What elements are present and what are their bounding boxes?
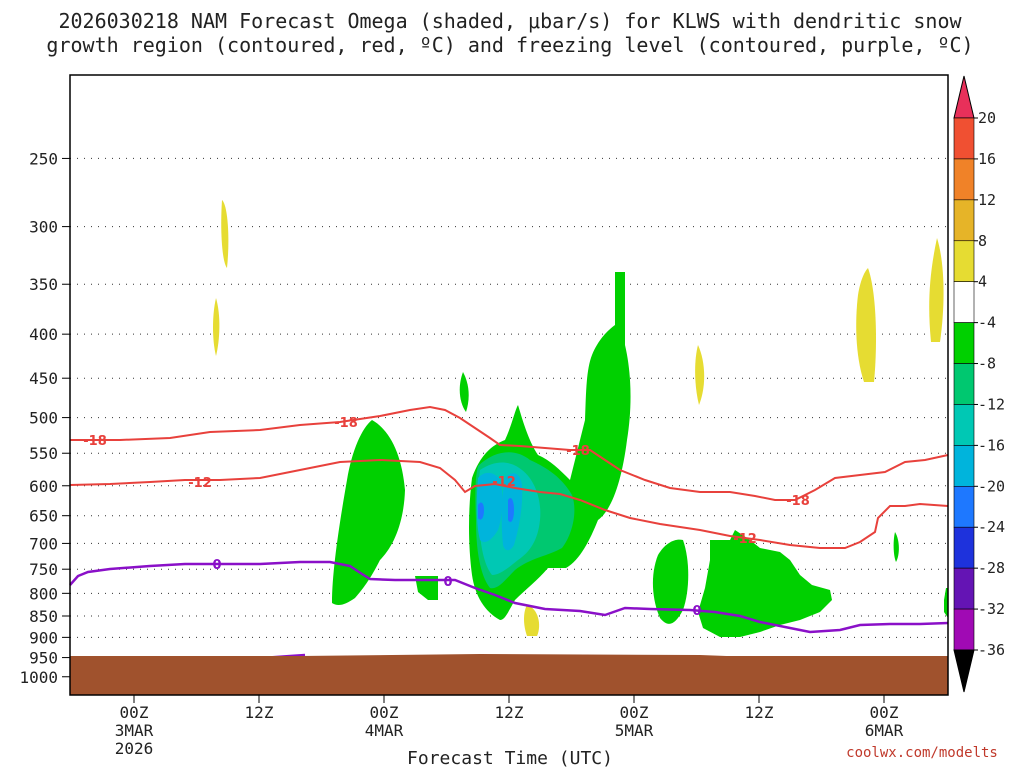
colorbar-segment xyxy=(953,240,975,282)
contour-label-minus18: -18 xyxy=(566,444,590,459)
y-tick-label: 850 xyxy=(29,607,58,626)
colorbar-segment xyxy=(953,199,975,242)
x-tick-label-hour: 00Z xyxy=(120,703,149,722)
omega-region-yellow xyxy=(856,268,876,382)
y-tick-label: 250 xyxy=(29,149,58,168)
contour-label-minus12: -12 xyxy=(492,475,516,490)
dendritic-contours: -18 -18 -18 -18 -12 -12 -12 xyxy=(69,405,949,549)
y-tick-label: 400 xyxy=(29,325,58,344)
colorbar-segment xyxy=(953,526,975,569)
colorbar-label: -16 xyxy=(978,436,1005,454)
colorbar-segment xyxy=(953,608,975,651)
colorbar-segment xyxy=(953,117,975,160)
x-axis-title: Forecast Time (UTC) xyxy=(407,748,613,768)
y-tick-label: 650 xyxy=(29,507,58,526)
contour-minus12 xyxy=(69,458,949,549)
omega-region-green xyxy=(332,420,405,606)
colorbar-label: 8 xyxy=(978,232,987,250)
ground-top-edge xyxy=(70,654,948,658)
colorbar-segment xyxy=(953,445,975,487)
colorbar-label: -8 xyxy=(978,355,996,373)
colorbar-segment xyxy=(953,322,975,364)
omega-region-green xyxy=(652,539,689,624)
colorbar-label: -24 xyxy=(978,518,1005,536)
contour-label-zero: 0 xyxy=(692,604,701,619)
x-tick-label-hour: 00Z xyxy=(620,703,649,722)
colorbar-segment xyxy=(953,567,975,610)
y-tick-label: 700 xyxy=(29,534,58,553)
omega-region-yellow xyxy=(213,298,220,356)
colorbar-segment xyxy=(953,363,975,405)
colorbar-segment xyxy=(953,158,975,201)
colorbar-label: 20 xyxy=(978,109,996,127)
y-tick-label: 450 xyxy=(29,369,58,388)
contour-label-minus18: -18 xyxy=(786,494,810,509)
contour-label-zero: 0 xyxy=(443,575,452,590)
colorbar-top-arrow xyxy=(953,75,975,119)
colorbar-label: 16 xyxy=(978,150,996,168)
colorbar-label: -4 xyxy=(978,314,996,332)
y-tick-label: 300 xyxy=(29,218,58,237)
omega-region-green xyxy=(415,576,438,600)
colorbar-segment xyxy=(953,404,975,446)
colorbar: 20 16 12 8 4 -4 -8 -12 -16 -20 -24 -28 -32 -36 xyxy=(953,75,1005,693)
x-tick-label-hour: 00Z xyxy=(870,703,899,722)
y-tick-label: 500 xyxy=(29,409,58,428)
y-axis-ticks: 250 300 350 400 450 500 550 600 650 700 750 800 850 9… xyxy=(19,149,70,687)
x-tick-label-date: 3MAR xyxy=(115,721,154,740)
x-tick-label-year: 2026 xyxy=(115,739,154,758)
x-tick-label-date: 6MAR xyxy=(865,721,904,740)
omega-region-blue xyxy=(478,502,484,520)
omega-region-yellow xyxy=(221,200,229,268)
y-tick-label: 750 xyxy=(29,560,58,579)
x-tick-label-hour: 12Z xyxy=(245,703,274,722)
omega-shading xyxy=(213,200,948,637)
contour-label-minus18: -18 xyxy=(83,434,107,449)
x-tick-label-hour: 12Z xyxy=(495,703,524,722)
omega-region-yellow xyxy=(929,238,944,342)
omega-region-green xyxy=(459,372,469,412)
chart-title-line1: 2026030218 NAM Forecast Omega (shaded, μ… xyxy=(58,9,962,33)
y-tick-label: 600 xyxy=(29,477,58,496)
y-tick-label: 950 xyxy=(29,649,58,668)
contour-label-zero: 0 xyxy=(212,558,221,573)
chart-title-line2: growth region (contoured, red, ºC) and f… xyxy=(46,33,973,57)
colorbar-label: 12 xyxy=(978,191,996,209)
x-tick-label-hour: 12Z xyxy=(745,703,774,722)
x-tick-label-date: 4MAR xyxy=(365,721,404,740)
colorbar-segment xyxy=(953,281,975,323)
colorbar-label: -20 xyxy=(978,477,1005,495)
omega-region-green xyxy=(893,532,899,562)
contour-minus18 xyxy=(70,405,949,501)
colorbar-bottom-arrow xyxy=(953,649,975,693)
colorbar-label: 4 xyxy=(978,273,987,291)
y-tick-label: 350 xyxy=(29,275,58,294)
omega-region-green xyxy=(698,530,832,637)
plot-border xyxy=(69,74,949,696)
contour-label-minus12: -12 xyxy=(188,476,212,491)
y-tick-label: 800 xyxy=(29,584,58,603)
x-tick-label-date: 5MAR xyxy=(615,721,654,740)
omega-region-yellow xyxy=(524,605,540,636)
omega-region-blue xyxy=(508,498,514,522)
credit-text: coolwx.com/modelts xyxy=(846,745,998,761)
omega-region-yellow xyxy=(695,345,705,405)
colorbar-label: -36 xyxy=(978,641,1005,659)
contour-label-minus12: -12 xyxy=(733,532,757,547)
omega-region-cyan xyxy=(476,472,503,542)
contour-label-minus18: -18 xyxy=(334,416,358,431)
x-tick-label-hour: 00Z xyxy=(370,703,399,722)
omega-region-green xyxy=(944,588,948,618)
contour-zero xyxy=(69,560,949,634)
colorbar-label: -12 xyxy=(978,395,1005,413)
colorbar-label: -32 xyxy=(978,600,1005,618)
y-tick-label: 900 xyxy=(29,628,58,647)
colorbar-label: -28 xyxy=(978,559,1005,577)
ground-mask xyxy=(70,656,948,695)
colorbar-segment xyxy=(953,486,975,528)
y-tick-label: 550 xyxy=(29,444,58,463)
y-tick-label: 1000 xyxy=(19,668,58,687)
